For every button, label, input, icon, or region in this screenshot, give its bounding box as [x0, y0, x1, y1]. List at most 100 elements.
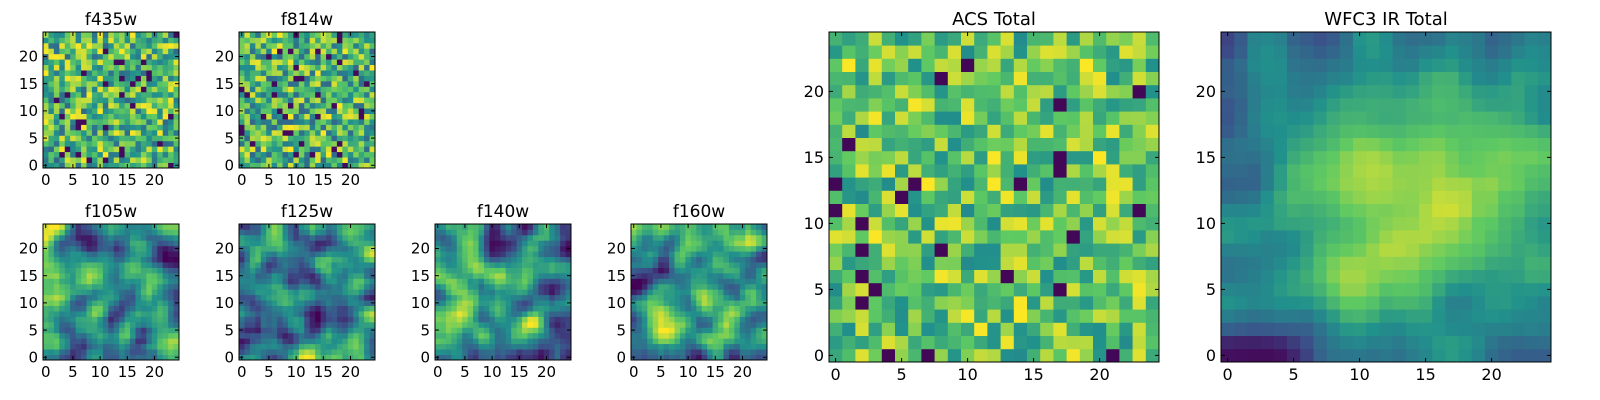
heatmap-cell [451, 349, 458, 355]
heatmap-cell [685, 343, 692, 350]
heatmap-cell [59, 256, 66, 263]
heatmap-cell [1093, 216, 1107, 231]
heatmap-cell [244, 327, 251, 334]
heatmap-cell [647, 278, 654, 285]
heatmap-cell [64, 251, 71, 258]
heatmap-cell [696, 349, 703, 355]
heatmap-cell [1379, 256, 1393, 270]
heatmap-cell [282, 124, 289, 131]
heatmap-cell [364, 32, 370, 38]
heatmap-cell [663, 251, 670, 258]
heatmap-cell [304, 119, 311, 125]
heatmap-cell [342, 42, 349, 49]
heatmap-cell [135, 91, 142, 98]
heatmap-cell [64, 229, 71, 236]
heatmap-cell [690, 272, 697, 279]
heatmap-cell [81, 42, 87, 49]
heatmap-cell [739, 251, 746, 258]
heatmap-cell [358, 267, 365, 274]
heatmap-cell [119, 321, 125, 328]
heatmap-cell [260, 42, 267, 49]
heatmap-cell [320, 86, 327, 93]
heatmap-cell [1458, 335, 1473, 350]
heatmap-cell [146, 267, 153, 274]
heatmap-cell [636, 245, 643, 252]
heatmap-cell [921, 243, 935, 257]
heatmap-cell [445, 338, 452, 345]
heatmap-cell [162, 91, 169, 98]
heatmap-cell [326, 354, 332, 361]
heatmap-cell [277, 256, 283, 263]
heatmap-cell [1066, 230, 1081, 244]
heatmap-cell [75, 129, 82, 136]
heatmap-cell [369, 294, 376, 301]
heatmap-cell [467, 305, 474, 312]
heatmap-cell [347, 80, 354, 87]
heatmap-cell [347, 300, 354, 306]
heatmap-cell [663, 283, 670, 290]
heatmap-cell [435, 240, 441, 247]
heatmap-cell [1379, 216, 1393, 231]
heatmap-cell [124, 70, 131, 76]
heatmap-cell [331, 289, 338, 296]
heatmap-cell [696, 294, 703, 301]
y-tick-label: 15 [19, 75, 38, 93]
heatmap-cell [140, 294, 147, 301]
heatmap-cell [734, 234, 741, 241]
heatmap-cell [86, 283, 93, 290]
heatmap-cell [1247, 243, 1261, 257]
heatmap-cell [987, 190, 1001, 204]
heatmap-cell [489, 234, 496, 241]
heatmap-cell [70, 146, 77, 153]
heatmap-cell [102, 354, 109, 361]
heatmap-cell [756, 327, 762, 334]
heatmap-cell [652, 332, 659, 339]
heatmap-cell [43, 338, 49, 345]
heatmap-cell [239, 338, 245, 345]
heatmap-cell [947, 296, 962, 310]
heatmap-cell [342, 229, 349, 236]
heatmap-cell [102, 48, 109, 55]
heatmap-cell [336, 48, 343, 55]
heatmap-cell [522, 349, 528, 355]
heatmap-cell [473, 327, 479, 334]
heatmap-cell [712, 321, 719, 328]
heatmap-cell [64, 256, 71, 263]
heatmap-cell [173, 32, 180, 38]
heatmap-cell [532, 245, 539, 252]
heatmap-cell [1079, 164, 1094, 178]
heatmap-cell [1040, 190, 1054, 204]
heatmap-cell [135, 151, 142, 158]
heatmap-cell [1273, 256, 1288, 270]
heatmap-cell [1221, 309, 1235, 323]
heatmap-cell [271, 53, 278, 60]
heatmap-cell [440, 343, 447, 350]
heatmap-cell [331, 146, 338, 153]
heatmap-cell [266, 343, 273, 350]
heatmap-cell [320, 53, 327, 60]
heatmap-cell [135, 48, 142, 55]
heatmap-cell [255, 70, 262, 76]
heatmap-cell [119, 42, 125, 49]
heatmap-cell [690, 321, 697, 328]
heatmap-cell [97, 59, 104, 66]
heatmap-cell [48, 311, 55, 317]
heatmap-cell [91, 113, 98, 120]
heatmap-cell [696, 321, 703, 328]
heatmap-cell [124, 267, 131, 274]
heatmap-cell [81, 113, 87, 120]
heatmap-cell [70, 59, 77, 66]
heatmap-cell [451, 234, 458, 241]
heatmap-cell [1432, 190, 1446, 204]
heatmap-cell [908, 177, 922, 191]
heatmap-cell [102, 32, 109, 38]
heatmap-cell [113, 294, 120, 301]
heatmap-cell [97, 108, 104, 114]
heatmap-cell [119, 102, 125, 109]
x-tick-label: 20 [733, 363, 752, 381]
heatmap-cell [108, 108, 115, 114]
heatmap-cell [282, 305, 289, 312]
heatmap-cell [124, 229, 131, 236]
heatmap-cell [140, 240, 147, 247]
